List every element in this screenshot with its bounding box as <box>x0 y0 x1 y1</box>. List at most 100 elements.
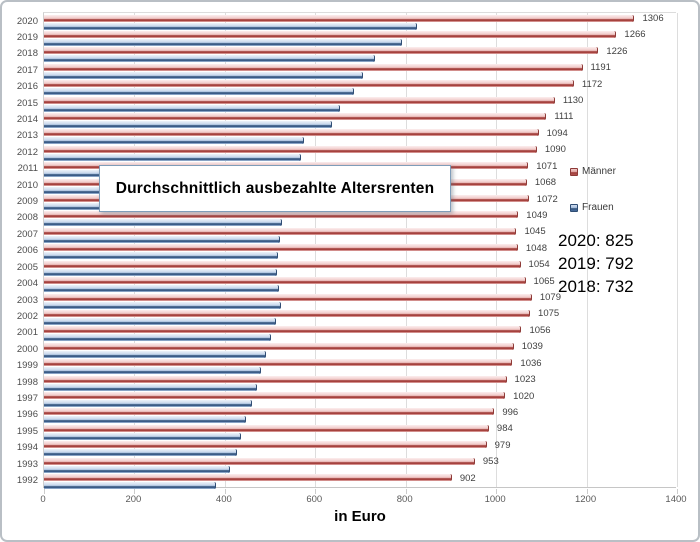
bar-value-label: 1226 <box>606 45 628 57</box>
bar-row: 1049 <box>44 210 676 227</box>
year-label: 2015 <box>16 97 38 109</box>
frauen-bar <box>44 219 283 227</box>
frauen-bar <box>44 400 252 408</box>
year-label: 2007 <box>16 228 38 240</box>
bar-row: 1266 <box>44 29 676 46</box>
y-axis-labels: 2020 2019 2018 2017 2016 2015 2014 2013 2012 2011… <box>2 12 38 488</box>
frauen-bar <box>44 350 267 358</box>
bar-row: 1054 <box>44 259 676 276</box>
year-label: 1994 <box>16 442 38 454</box>
bar-value-label: 1071 <box>536 160 558 172</box>
frauen-bar <box>44 153 301 161</box>
frauen-bar <box>44 465 230 473</box>
bar-row: 1094 <box>44 128 676 145</box>
bar-value-label: 1172 <box>581 78 603 90</box>
bar-value-label: 1266 <box>624 29 646 41</box>
maenner-bar <box>44 441 487 449</box>
maenner-bar <box>44 326 522 334</box>
maenner-bar <box>44 359 513 367</box>
x-axis-tick-label: 800 <box>396 494 413 505</box>
year-label: 2010 <box>16 179 38 191</box>
year-label: 2012 <box>16 146 38 158</box>
annotation-line: 2018: 732 <box>558 277 634 296</box>
bar-row: 1226 <box>44 45 676 63</box>
year-label: 2016 <box>16 81 38 93</box>
maenner-bar <box>44 293 532 301</box>
axis-tick <box>405 489 407 494</box>
frauen-bar <box>44 367 262 375</box>
year-label: 2004 <box>16 278 38 290</box>
frauen-bar <box>44 22 418 30</box>
x-axis-tick-label: 1200 <box>574 494 597 505</box>
frauen-recent-values-annotation: 2020: 825 2019: 792 2018: 732 <box>558 229 634 298</box>
maenner-bar <box>44 14 635 22</box>
bar-row: 996 <box>44 406 676 424</box>
axis-tick <box>134 489 136 494</box>
x-axis-tick-label: 400 <box>215 494 232 505</box>
bar-row: 1306 <box>44 13 676 30</box>
annotation-line: 2020: 825 <box>558 231 634 250</box>
axis-tick <box>586 489 588 494</box>
maenner-bar <box>44 227 517 235</box>
year-label: 2013 <box>16 130 38 142</box>
year-label: 2008 <box>16 212 38 224</box>
bar-value-label: 1111 <box>554 111 574 123</box>
chart-title: Durchschnittlich ausbezahlte Altersrente… <box>115 179 435 197</box>
frauen-bar <box>44 88 354 96</box>
bar-value-label: 1072 <box>536 193 558 205</box>
maenner-bar <box>44 96 555 104</box>
maenner-bar <box>44 63 583 71</box>
frauen-bar <box>44 38 403 46</box>
year-label: 2020 <box>16 15 38 27</box>
maenner-bar <box>44 112 547 120</box>
frauen-bar <box>44 71 363 79</box>
year-label: 1999 <box>16 360 38 372</box>
bar-value-label: 1306 <box>642 13 664 24</box>
year-label: 1995 <box>16 425 38 437</box>
frauen-bar <box>44 120 333 128</box>
year-label: 2018 <box>16 48 38 60</box>
frauen-bar <box>44 432 242 440</box>
maenner-bar <box>44 47 599 55</box>
x-axis-tick-label: 600 <box>306 494 323 505</box>
bar-row: 1130 <box>44 95 676 112</box>
x-axis-tick-label: 1000 <box>484 494 506 505</box>
maenner-bar <box>44 424 489 432</box>
bar-row: 1023 <box>44 374 676 391</box>
bar-row: 979 <box>44 440 676 457</box>
year-label: 2019 <box>16 31 38 43</box>
frauen-bar <box>44 334 272 342</box>
maenner-bar <box>44 244 518 252</box>
maenner-bar <box>44 457 475 465</box>
bar-row: 1191 <box>44 62 676 79</box>
bar-row: 1065 <box>44 276 676 293</box>
x-axis-title: in Euro <box>334 508 386 525</box>
year-label: 1992 <box>16 475 38 487</box>
maenner-bar <box>44 211 519 219</box>
frauen-bar <box>44 137 304 145</box>
legend-item-maenner: Männer <box>570 166 616 177</box>
axis-tick <box>224 489 226 494</box>
year-label: 2003 <box>16 294 38 306</box>
legend-label-frauen: Frauen <box>582 202 614 213</box>
bar-value-label: 1039 <box>521 341 543 353</box>
frauen-bar <box>44 383 257 391</box>
maenner-bar <box>44 129 539 137</box>
bar-value-label: 1130 <box>562 95 584 107</box>
bar-value-label: 1048 <box>525 242 547 254</box>
bar-value-label: 953 <box>482 456 499 468</box>
axis-tick <box>315 489 317 494</box>
bar-row: 1036 <box>44 358 676 375</box>
bar-value-label: 996 <box>502 406 519 418</box>
year-label: 1993 <box>16 458 38 470</box>
frauen-bar <box>44 317 277 325</box>
axis-tick <box>44 489 45 494</box>
bar-row: 953 <box>44 456 676 473</box>
bar-row: 1056 <box>44 325 676 342</box>
frauen-legend-swatch-icon <box>570 203 578 212</box>
maenner-legend-swatch-icon <box>570 167 578 176</box>
frauen-bar <box>44 268 278 276</box>
frauen-bar <box>44 285 280 293</box>
maenner-bar <box>44 277 526 285</box>
